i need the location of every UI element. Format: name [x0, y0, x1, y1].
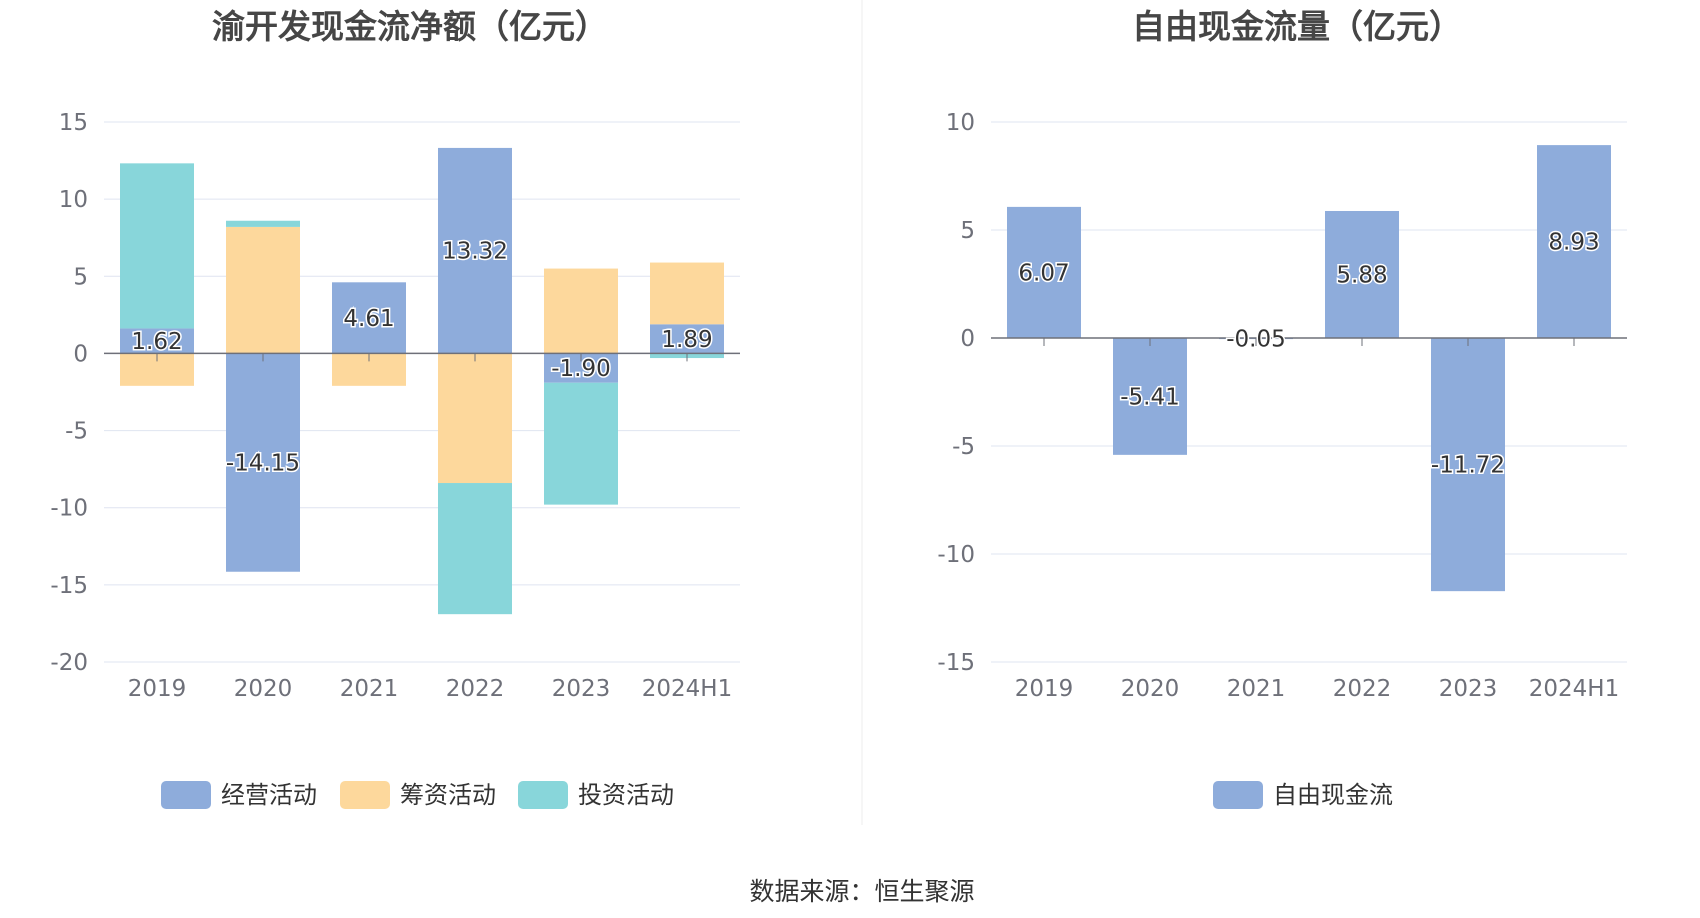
bar[interactable]: [226, 353, 300, 572]
y-tick-label: -5: [952, 434, 975, 460]
bar[interactable]: [120, 163, 194, 329]
bar[interactable]: [438, 147, 512, 354]
grid: [104, 121, 740, 663]
legend-label-financing: 筹资活动: [400, 781, 496, 809]
legend-label-operating: 经营活动: [221, 781, 317, 809]
grid: [991, 121, 1627, 663]
data-label: -11.72: [1431, 453, 1505, 479]
bar[interactable]: [1537, 145, 1611, 338]
data-label: -0.05: [1226, 327, 1286, 353]
chart-title: 自由现金流量（亿元）: [1132, 7, 1462, 46]
legend-item-operating[interactable]: 经营活动: [161, 781, 317, 809]
bar[interactable]: [438, 353, 512, 484]
x-tick-label: 2020: [1121, 676, 1180, 702]
y-tick-label: -10: [50, 496, 88, 522]
y-tick-label: 0: [73, 341, 88, 367]
data-label: -1.90: [551, 356, 611, 382]
legend-swatch-free-cash-flow: [1213, 781, 1263, 809]
legend-swatch-operating: [161, 781, 211, 809]
bar[interactable]: [1325, 210, 1399, 338]
legend-item-investing[interactable]: 投资活动: [518, 781, 674, 809]
y-tick-label: 5: [960, 218, 975, 244]
y-tick-label: -15: [937, 650, 975, 676]
y-tick-label: 15: [59, 110, 88, 136]
data-label: 1.89: [661, 327, 712, 353]
x-tick-label: 2022: [1333, 676, 1392, 702]
legend: 自由现金流: [1213, 781, 1393, 809]
x-tick-label: 2019: [128, 676, 187, 702]
legend-swatch-financing: [340, 781, 390, 809]
y-tick-label: 5: [73, 264, 88, 290]
bars: [1007, 145, 1611, 592]
legend: 经营活动 筹资活动 投资活动: [161, 781, 674, 809]
net-cash-flow-chart: 渝开发现金流净额（亿元） 15 10 5 0 -5 -10 -15 -20 2019 2020 20…: [50, 7, 740, 809]
data-label: 5.88: [1336, 262, 1387, 288]
x-tick-label: 2024H1: [642, 676, 732, 702]
bar[interactable]: [650, 262, 724, 325]
free-cash-flow-chart: 自由现金流量（亿元） 10 5 0 -5 -10 -15 2019 2020 2021 2022 2…: [937, 7, 1627, 809]
data-label: 8.93: [1548, 230, 1599, 256]
bar[interactable]: [438, 483, 512, 615]
x-tick-label: 2020: [234, 676, 293, 702]
data-label: -5.41: [1120, 384, 1180, 410]
bar[interactable]: [120, 328, 194, 354]
y-tick-label: -5: [65, 419, 88, 445]
bar[interactable]: [332, 282, 406, 354]
legend-item-free-cash-flow[interactable]: 自由现金流: [1213, 781, 1393, 809]
x-tick-label: 2023: [1439, 676, 1498, 702]
bar[interactable]: [226, 226, 300, 354]
y-tick-label: 10: [59, 187, 88, 213]
bar[interactable]: [1007, 206, 1081, 338]
axes: 10 5 0 -5 -10 -15 2019 2020 2021 2022 2023 2024H1: [937, 110, 1627, 702]
y-tick-label: -15: [50, 573, 88, 599]
bar[interactable]: [650, 324, 724, 354]
bar[interactable]: [226, 220, 300, 227]
data-label: 13.32: [442, 239, 508, 265]
x-tick-label: 2022: [446, 676, 505, 702]
data-label: 1.62: [131, 329, 182, 355]
data-label: 6.07: [1018, 260, 1069, 286]
bar[interactable]: [1431, 338, 1505, 592]
legend-label-free-cash-flow: 自由现金流: [1273, 781, 1393, 809]
x-tick-label: 2021: [1227, 676, 1286, 702]
bar[interactable]: [1113, 338, 1187, 455]
bar[interactable]: [544, 382, 618, 505]
chart-title: 渝开发现金流净额（亿元）: [212, 7, 608, 46]
bars: [120, 147, 724, 615]
data-labels: 6.07 -5.41 -0.05 5.88 -11.72 8.93: [1017, 228, 1601, 480]
x-tick-label: 2019: [1015, 676, 1074, 702]
bar[interactable]: [544, 268, 618, 354]
data-label: -14.15: [226, 451, 300, 477]
y-tick-label: -10: [937, 542, 975, 568]
y-tick-label: 10: [946, 110, 975, 136]
data-label: 4.61: [343, 306, 394, 332]
data-source: 数据来源：恒生聚源: [749, 877, 974, 906]
legend-item-financing[interactable]: 筹资活动: [340, 781, 496, 809]
legend-label-investing: 投资活动: [578, 781, 674, 809]
x-tick-label: 2021: [340, 676, 399, 702]
legend-swatch-investing: [518, 781, 568, 809]
y-tick-label: 0: [960, 326, 975, 352]
x-tick-label: 2023: [552, 676, 611, 702]
data-labels: 1.62 -14.15 4.61 13.32 -1.90 1.89: [130, 237, 714, 478]
axes: 15 10 5 0 -5 -10 -15 -20 2019 2020 2021 2022 2023 202…: [50, 110, 740, 702]
y-tick-label: -20: [50, 650, 88, 676]
x-tick-label: 2024H1: [1529, 676, 1619, 702]
